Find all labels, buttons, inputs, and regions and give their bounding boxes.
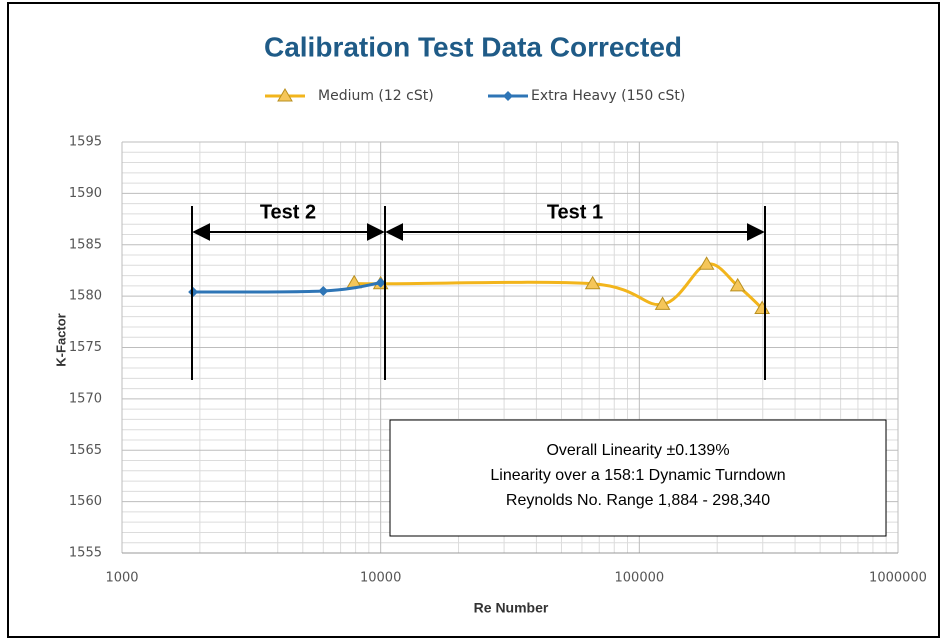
x-tick-label: 1000000 — [869, 571, 927, 586]
legend-label: Medium (12 cSt) — [318, 88, 434, 104]
x-tick-label: 1000 — [105, 571, 138, 586]
frame — [7, 2, 940, 638]
y-tick-label: 1595 — [69, 135, 102, 150]
y-tick-label: 1560 — [69, 494, 102, 509]
marker — [375, 277, 386, 288]
annotation: Test 1 — [547, 201, 603, 223]
marker — [698, 256, 715, 270]
x-tick-label: 100000 — [615, 571, 665, 586]
y-tick-label: 1575 — [69, 340, 102, 355]
test-ranges — [191, 206, 766, 380]
y-tick-label: 1590 — [69, 186, 102, 201]
legend-label: Extra Heavy (150 cSt) — [531, 88, 685, 104]
y-tick-label: 1585 — [69, 237, 102, 252]
x-axis-label: Re Number — [474, 600, 549, 616]
marker — [277, 88, 293, 102]
text-box-line: Reynolds No. Range 1,884 - 298,340 — [506, 492, 770, 509]
marks — [188, 256, 770, 314]
marker — [584, 275, 601, 290]
y-tick-label: 1580 — [69, 289, 102, 304]
series-line — [193, 281, 381, 294]
text-box-line: Linearity over a 158:1 Dynamic Turndown — [490, 467, 785, 484]
text-box — [389, 419, 887, 537]
y-tick-label: 1555 — [69, 546, 102, 561]
text-box-line: Overall Linearity ±0.139% — [546, 442, 729, 459]
y-tick-label: 1570 — [69, 391, 102, 406]
y-tick-label: 1565 — [69, 443, 102, 458]
marker — [188, 287, 199, 298]
x-tick-label: 10000 — [360, 571, 401, 586]
chart-title: Calibration Test Data Corrected — [264, 31, 682, 62]
y-axis-label: K-Factor — [53, 313, 68, 366]
marker — [729, 277, 746, 292]
marker — [318, 285, 329, 296]
marker — [503, 91, 513, 101]
annotation: Test 2 — [260, 201, 316, 223]
marker — [654, 296, 671, 310]
